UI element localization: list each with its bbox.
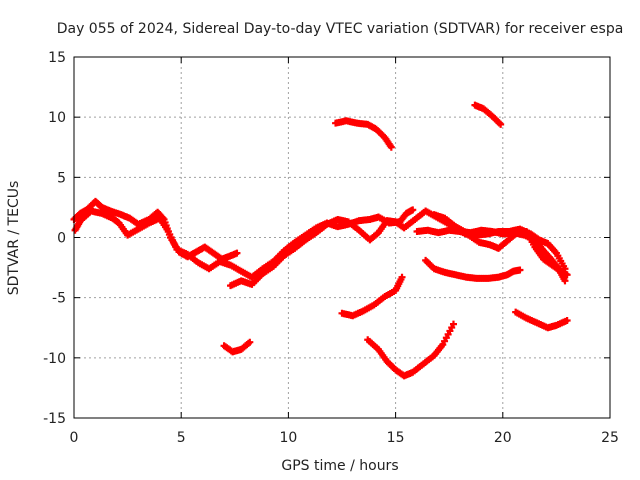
series-arc-1 [70,197,241,263]
y-tick-label: 15 [48,50,66,66]
x-tick-label: 15 [387,430,405,446]
x-axis-label: GPS time / hours [281,458,398,474]
y-axis-label: SDTVAR / TECUs [6,181,22,296]
data-point [233,249,241,257]
y-tick-label: 0 [57,231,66,247]
x-tick-label: 10 [279,430,297,446]
x-tick-label: 20 [494,430,512,446]
data-point [409,206,417,214]
data-point [398,273,406,281]
series-arc-9 [338,273,406,320]
data-layer [70,101,571,380]
data-point [387,143,395,151]
chart-title: Day 055 of 2024, Sidereal Day-to-day VTE… [57,21,624,37]
y-tick-label: -5 [52,291,66,307]
y-tick-label: -15 [43,411,66,427]
series-arc-8 [422,256,524,282]
data-point [516,266,524,274]
y-tick-label: 10 [48,110,66,126]
series-arc-10 [364,320,457,380]
series-arc-12 [220,338,254,356]
y-tick-label: -10 [43,351,66,367]
x-tick-label: 25 [601,430,619,446]
data-point [497,120,505,128]
series-arc-6 [332,117,395,151]
data-point [449,320,457,328]
data-point [561,277,569,285]
data-point [246,338,254,346]
y-tick-label: 5 [57,170,66,186]
series-arc-11 [512,308,571,332]
series-arc-5 [430,211,569,273]
series-arc-7 [471,101,505,128]
x-tick-label: 5 [177,430,186,446]
tick-layer: 0 5 10 15 20 25 -15 -10 -5 0 5 10 15 [43,50,619,446]
x-tick-label: 0 [70,430,79,446]
data-point [561,265,569,273]
data-point [563,317,571,325]
